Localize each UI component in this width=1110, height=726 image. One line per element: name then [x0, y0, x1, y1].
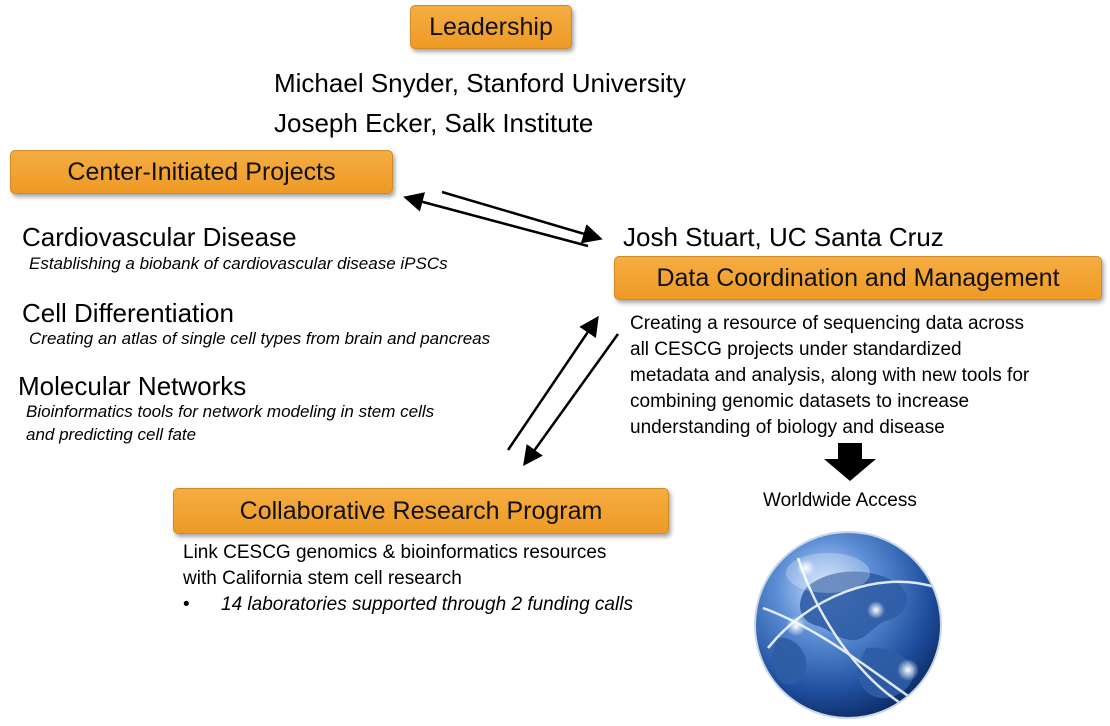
project-networks-name: Molecular Networks [18, 371, 247, 401]
collaborative-bullet: • [183, 594, 190, 615]
collaborative-desc-2: with California stem cell research [183, 568, 462, 589]
arrow-collab-to-data [506, 315, 599, 451]
collaborative-title: Collaborative Research Program [239, 496, 603, 525]
data-coord-desc-5: understanding of biology and disease [630, 417, 945, 438]
data-coord-desc-1: Creating a resource of sequencing data a… [630, 313, 1024, 334]
leadership-title: Leadership [429, 12, 553, 41]
collaborative-box: Collaborative Research Program [173, 488, 669, 534]
center-projects-box: Center-Initiated Projects [10, 150, 393, 194]
data-coord-desc-4: combining genomic datasets to increase [630, 391, 970, 412]
project-networks-desc-2: and predicting cell fate [26, 425, 197, 444]
down-arrow-icon [824, 443, 876, 481]
leader-snyder: Michael Snyder, Stanford University [274, 68, 686, 98]
arrow-data-to-collab [523, 333, 620, 467]
project-cardiovascular-name: Cardiovascular Disease [22, 222, 297, 252]
arrow-to-data-coord [441, 190, 603, 244]
center-projects-title: Center-Initiated Projects [67, 157, 336, 186]
collaborative-desc-1: Link CESCG genomics & bioinformatics res… [183, 542, 607, 563]
project-cell-diff-name: Cell Differentiation [22, 298, 234, 328]
data-coord-title: Data Coordination and Management [656, 263, 1060, 292]
arrow-to-center-projects [403, 192, 589, 248]
collaborative-bullet-text: 14 laboratories supported through 2 fund… [221, 594, 633, 615]
data-coord-person: Josh Stuart, UC Santa Cruz [623, 222, 944, 252]
project-cell-diff-desc: Creating an atlas of single cell types f… [29, 329, 491, 348]
data-coord-desc-2: all CESCG projects under standardized [630, 339, 962, 360]
project-networks-desc-1: Bioinformatics tools for network modelin… [26, 402, 435, 421]
leadership-box: Leadership [410, 5, 572, 49]
data-coord-box: Data Coordination and Management [614, 256, 1102, 300]
leader-ecker: Joseph Ecker, Salk Institute [274, 108, 594, 138]
globe-icon [754, 531, 942, 719]
worldwide-access-label: Worldwide Access [763, 490, 917, 511]
project-cardiovascular-desc: Establishing a biobank of cardiovascular… [29, 254, 448, 273]
data-coord-desc-3: metadata and analysis, along with new to… [630, 365, 1030, 386]
